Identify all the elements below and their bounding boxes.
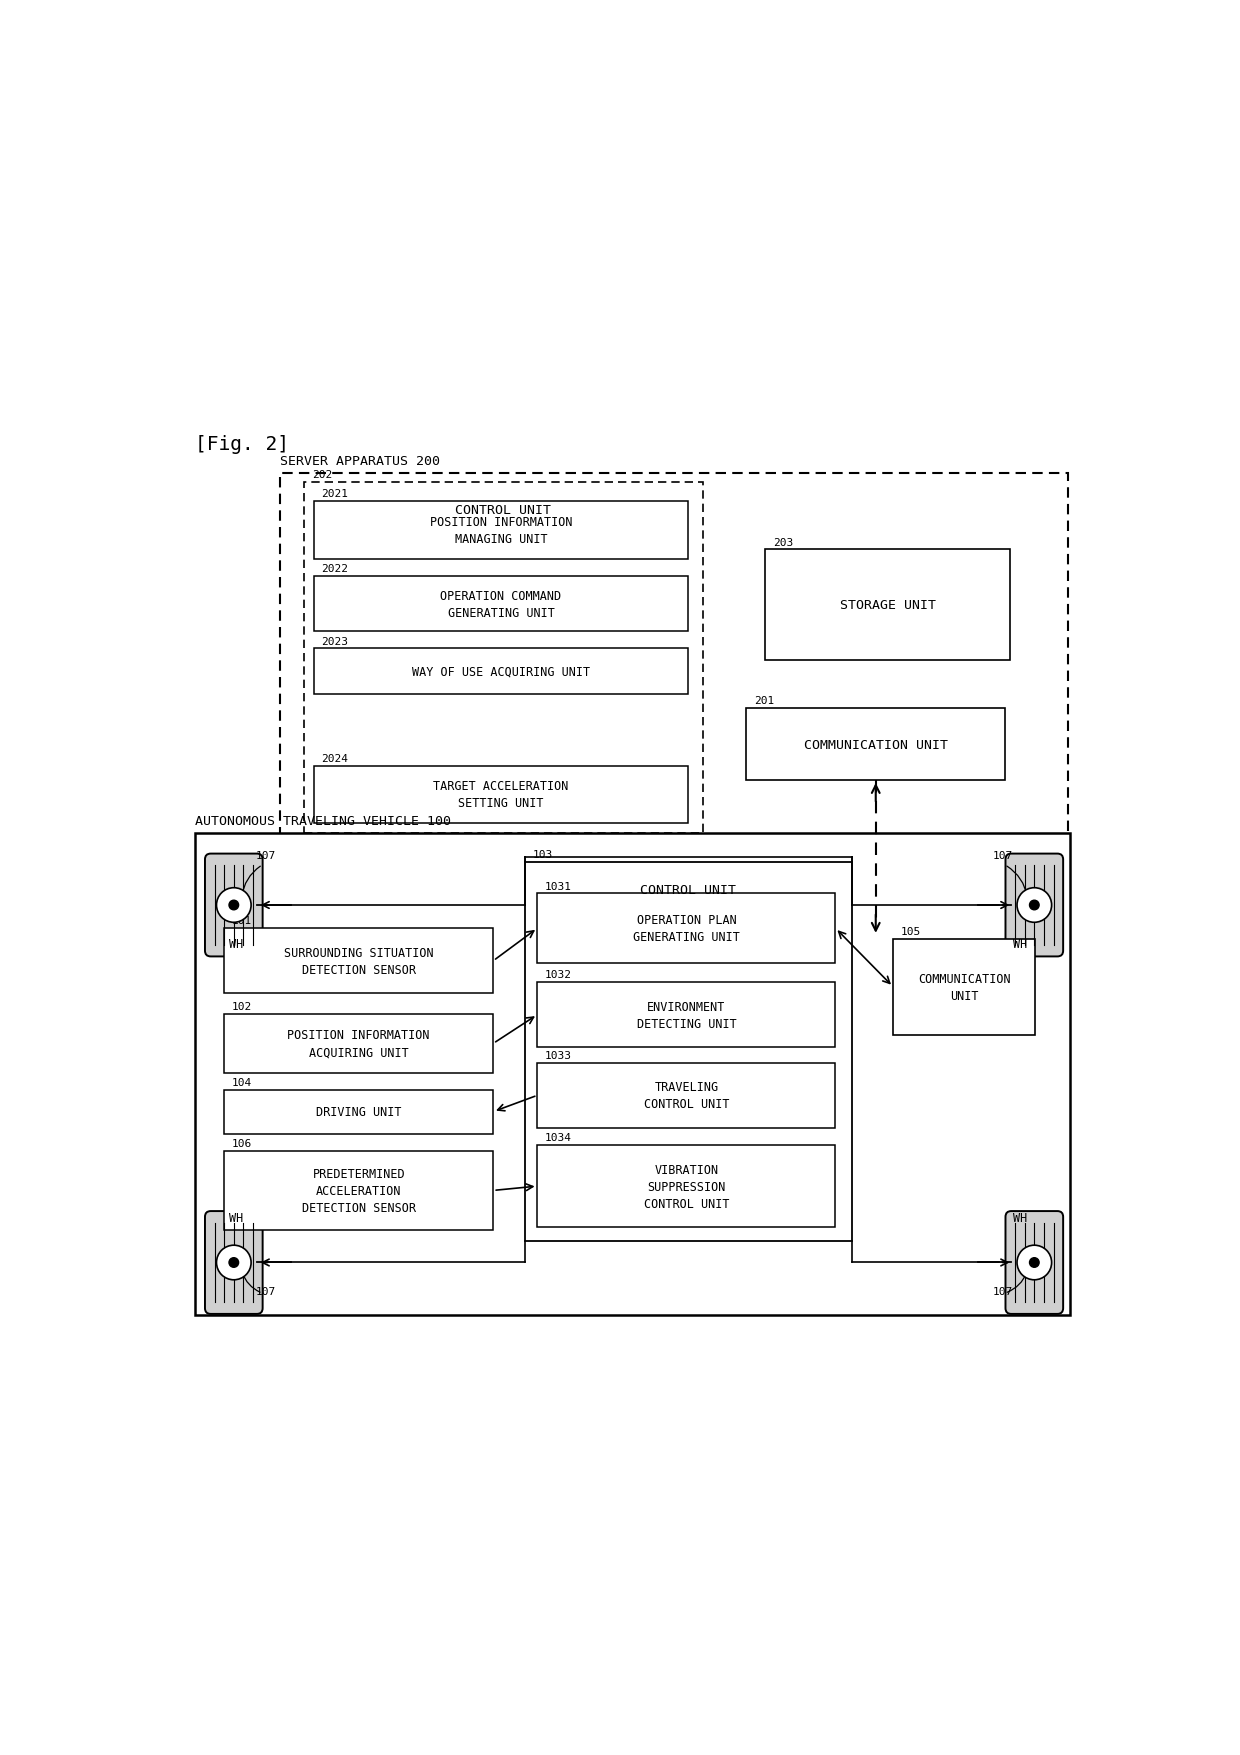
Bar [537,893,836,963]
Bar [314,767,688,823]
Text: AUTONOMOUS TRAVELING VEHICLE 100: AUTONOMOUS TRAVELING VEHICLE 100 [196,814,451,828]
Text: 2022: 2022 [321,563,348,574]
Circle shape [1029,900,1039,911]
FancyBboxPatch shape [1006,855,1063,956]
Bar [224,1151,494,1230]
Text: 103: 103 [533,849,553,860]
Text: OPERATION COMMAND
GENERATING UNIT: OPERATION COMMAND GENERATING UNIT [440,590,562,620]
FancyBboxPatch shape [1006,1211,1063,1314]
Bar [765,549,1011,660]
Bar [224,1090,494,1134]
Circle shape [1029,1258,1039,1267]
Bar [314,577,688,632]
Text: COMMUNICATION UNIT: COMMUNICATION UNIT [804,739,947,751]
Bar [314,502,688,560]
Text: POSITION INFORMATION
MANAGING UNIT: POSITION INFORMATION MANAGING UNIT [430,516,572,546]
Text: CONTROL UNIT: CONTROL UNIT [455,504,552,518]
Bar [224,928,494,993]
Text: CONTROL UNIT: CONTROL UNIT [640,883,737,897]
Text: 2021: 2021 [321,490,348,498]
Text: DRIVING UNIT: DRIVING UNIT [316,1106,402,1118]
Circle shape [1017,1246,1052,1279]
Text: 107: 107 [992,1286,1013,1297]
Bar [196,834,1070,1316]
Text: VIBRATION
SUPPRESSION
CONTROL UNIT: VIBRATION SUPPRESSION CONTROL UNIT [644,1164,729,1209]
Bar [224,1014,494,1074]
Text: WH: WH [229,937,243,951]
FancyBboxPatch shape [205,1211,263,1314]
Text: WAY OF USE ACQUIRING UNIT: WAY OF USE ACQUIRING UNIT [412,665,590,677]
Text: 1033: 1033 [546,1049,572,1060]
Bar [304,483,703,834]
Text: 104: 104 [232,1078,252,1086]
Circle shape [1017,888,1052,923]
Circle shape [217,1246,250,1279]
Text: SERVER APPARATUS 200: SERVER APPARATUS 200 [280,455,440,467]
Circle shape [229,1258,238,1267]
Bar [525,862,852,1241]
Text: 2024: 2024 [321,753,348,763]
Text: OPERATION PLAN
GENERATING UNIT: OPERATION PLAN GENERATING UNIT [632,914,740,944]
Text: ENVIRONMENT
DETECTING UNIT: ENVIRONMENT DETECTING UNIT [636,1000,737,1030]
Bar [537,1146,836,1227]
Text: 107: 107 [992,851,1013,860]
Text: 203: 203 [773,537,794,548]
Text: WH: WH [229,1211,243,1225]
Text: 107: 107 [255,1286,275,1297]
Text: 202: 202 [311,470,332,481]
Bar [537,1064,836,1128]
Text: [Fig. 2]: [Fig. 2] [196,435,289,455]
Bar [314,649,688,695]
Bar [280,474,1068,842]
Text: 1031: 1031 [546,881,572,892]
Text: 102: 102 [232,1000,252,1011]
Text: WH: WH [1013,937,1028,951]
Text: TRAVELING
CONTROL UNIT: TRAVELING CONTROL UNIT [644,1081,729,1111]
Text: POSITION INFORMATION
ACQUIRING UNIT: POSITION INFORMATION ACQUIRING UNIT [288,1028,430,1058]
Text: 106: 106 [232,1139,252,1148]
Text: COMMUNICATION
UNIT: COMMUNICATION UNIT [918,972,1011,1002]
Text: 201: 201 [754,695,774,706]
FancyBboxPatch shape [205,855,263,956]
Circle shape [229,900,238,911]
Text: STORAGE UNIT: STORAGE UNIT [839,598,936,612]
Text: TARGET ACCELERATION
SETTING UNIT: TARGET ACCELERATION SETTING UNIT [433,779,569,811]
Text: 107: 107 [255,851,275,860]
Text: 1032: 1032 [546,969,572,979]
Text: 2023: 2023 [321,635,348,646]
Bar [893,939,1035,1035]
Text: 105: 105 [900,927,921,935]
Text: SURROUNDING SITUATION
DETECTION SENSOR: SURROUNDING SITUATION DETECTION SENSOR [284,946,434,976]
Text: 101: 101 [232,916,252,925]
Bar [537,983,836,1048]
Circle shape [217,888,250,923]
Text: 1034: 1034 [546,1132,572,1143]
Text: WH: WH [1013,1211,1028,1225]
Text: PREDETERMINED
ACCELERATION
DETECTION SENSOR: PREDETERMINED ACCELERATION DETECTION SEN… [301,1167,415,1214]
Bar [746,709,1006,781]
